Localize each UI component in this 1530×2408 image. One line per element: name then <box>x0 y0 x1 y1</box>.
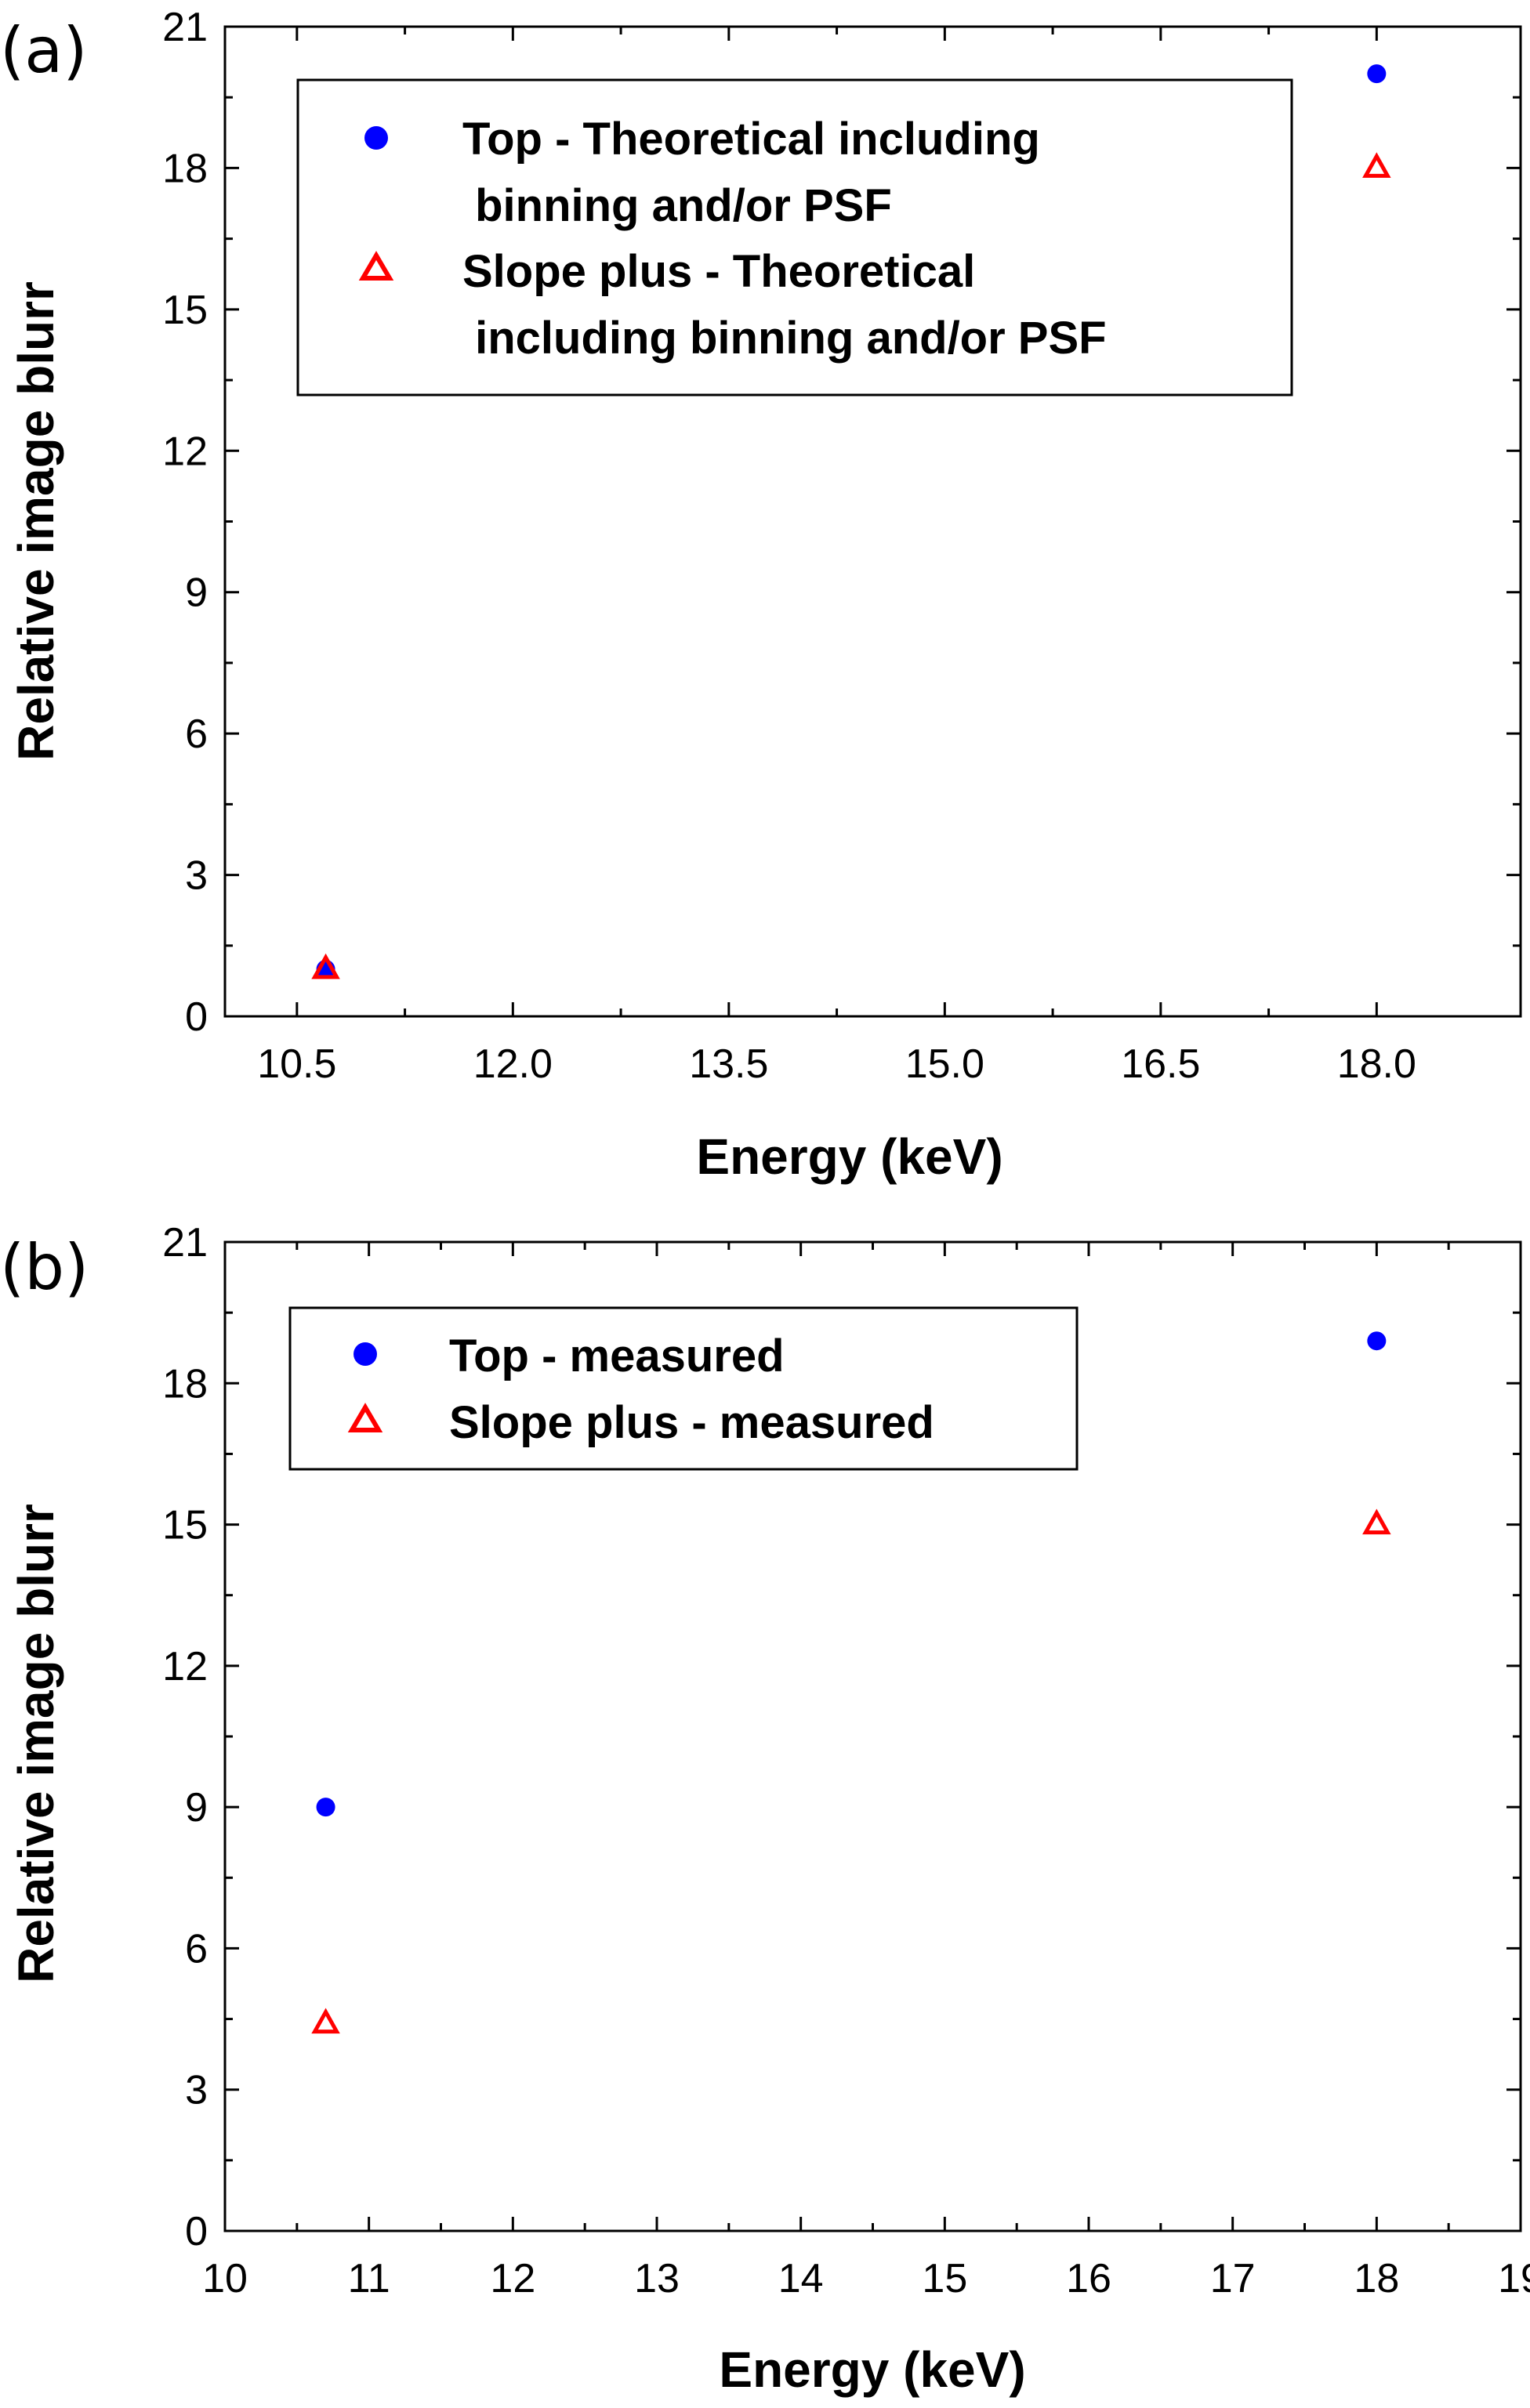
panel-b-y-tick-label: 6 <box>185 1926 208 1972</box>
panel-b-legend-marker-slope <box>347 1403 383 1432</box>
panel-a-legend-label-top-line2: binning and/or PSF <box>462 180 892 231</box>
panel-a-legend-marker-top <box>364 126 388 150</box>
panel-b-chart: (b) 0 3 6 9 12 15 18 21 10 11 12 13 14 15 16 17 18 19 En… <box>0 1220 1530 2398</box>
panel-a-x-tick-label: 12.0 <box>473 1041 553 1087</box>
panel-a-legend-marker-slope <box>358 251 394 281</box>
panel-a-legend-label-slope-line2: including binning and/or PSF <box>462 313 1107 364</box>
panel-a-y-tick-label: 9 <box>185 570 208 616</box>
panel-b-data-points <box>311 1331 1391 2034</box>
panel-b-x-tick-label: 13 <box>634 2256 680 2301</box>
panel-b-y-tick-label: 0 <box>185 2209 208 2254</box>
panel-b-y-tick-label: 21 <box>162 1220 208 1266</box>
panel-b-label: (b) <box>0 1231 89 1304</box>
panel-a-point-series0 <box>1367 64 1387 84</box>
panel-a-y-tick-label: 6 <box>185 712 208 757</box>
panel-b-x-tick-label: 12 <box>490 2256 535 2301</box>
panel-b-legend-box <box>288 1306 1079 1471</box>
panel-b-x-tick-label: 15 <box>922 2256 967 2301</box>
panel-b-point-series1 <box>311 2008 340 2034</box>
panel-b-x-tick-label: 10 <box>202 2256 248 2301</box>
panel-a-y-ticks: 0 3 6 9 12 15 18 21 <box>162 5 1521 1040</box>
panel-a-x-tick-label: 18.0 <box>1337 1041 1416 1087</box>
panel-a-y-tick-label: 12 <box>162 429 208 474</box>
panel-b-x-tick-label: 14 <box>778 2256 824 2301</box>
panel-a-legend: Top - Theoretical including binning and/… <box>296 78 1293 397</box>
panel-a-label: (a) <box>0 14 87 87</box>
panel-a-legend-label-slope-line1: Slope plus - Theoretical <box>462 246 975 297</box>
panel-a-x-tick-label: 10.5 <box>257 1041 336 1087</box>
panel-a-x-tick-label: 13.5 <box>689 1041 768 1087</box>
panel-b-legend-label-slope: Slope plus - measured <box>449 1397 934 1448</box>
panel-b-x-tick-label: 11 <box>348 2256 390 2301</box>
panel-b-x-tick-label: 16 <box>1066 2256 1111 2301</box>
panel-a-x-tick-label: 16.5 <box>1121 1041 1200 1087</box>
panel-b-y-tick-label: 12 <box>162 1644 208 1689</box>
panel-a-point-series1 <box>1362 152 1391 178</box>
panel-b-y-ticks: 0 3 6 9 12 15 18 21 <box>162 1220 1521 2254</box>
panel-a-x-tick-label: 15.0 <box>905 1041 984 1087</box>
panel-b-y-tick-label: 15 <box>162 1503 208 1548</box>
panel-b-legend-label-top: Top - measured <box>449 1331 785 1381</box>
panel-b-legend-marker-top <box>353 1342 377 1366</box>
panel-a-x-axis-title: Energy (keV) <box>696 1128 1002 1185</box>
panel-a-legend-box <box>296 78 1293 397</box>
panel-a-y-tick-label: 18 <box>162 146 208 191</box>
panel-a-x-ticks: 10.5 12.0 13.5 15.0 16.5 18.0 <box>257 27 1416 1087</box>
panel-a-data-points <box>311 64 1391 979</box>
panel-b-y-tick-label: 9 <box>185 1785 208 1830</box>
panel-b-x-tick-label: 19 <box>1498 2256 1530 2301</box>
panel-b-point-series1 <box>1362 1508 1391 1535</box>
panel-b-legend: Top - measured Slope plus - measured <box>288 1306 1079 1471</box>
panel-b-x-ticks: 10 11 12 13 14 15 16 17 18 19 <box>202 1242 1530 2301</box>
panel-a-y-tick-label: 15 <box>162 288 208 333</box>
panel-a-y-tick-label: 0 <box>185 994 208 1040</box>
panel-a-legend-label-top-line1: Top - Theoretical including <box>462 114 1040 165</box>
panel-a-y-axis-title: Relative image blurr <box>8 281 64 761</box>
panel-b-y-tick-label: 3 <box>185 2068 208 2113</box>
panel-a-point-series1 <box>311 953 340 979</box>
panel-b-x-tick-label: 18 <box>1354 2256 1399 2301</box>
panel-b-point-series0 <box>1367 1331 1387 1351</box>
panel-a-chart: (a) 0 3 6 9 12 15 18 21 10.5 12.0 13.5 15.0 16.5 18.… <box>0 5 1522 1185</box>
panel-a-y-tick-label: 3 <box>185 853 208 899</box>
panel-b-y-axis-title: Relative image blurr <box>8 1504 64 1983</box>
panel-a-y-tick-label: 21 <box>162 5 208 50</box>
panel-b-x-tick-label: 17 <box>1210 2256 1256 2301</box>
panel-b-x-axis-title: Energy (keV) <box>719 2341 1025 2398</box>
panel-b-y-tick-label: 18 <box>162 1361 208 1407</box>
panel-b-point-series0 <box>316 1798 335 1817</box>
